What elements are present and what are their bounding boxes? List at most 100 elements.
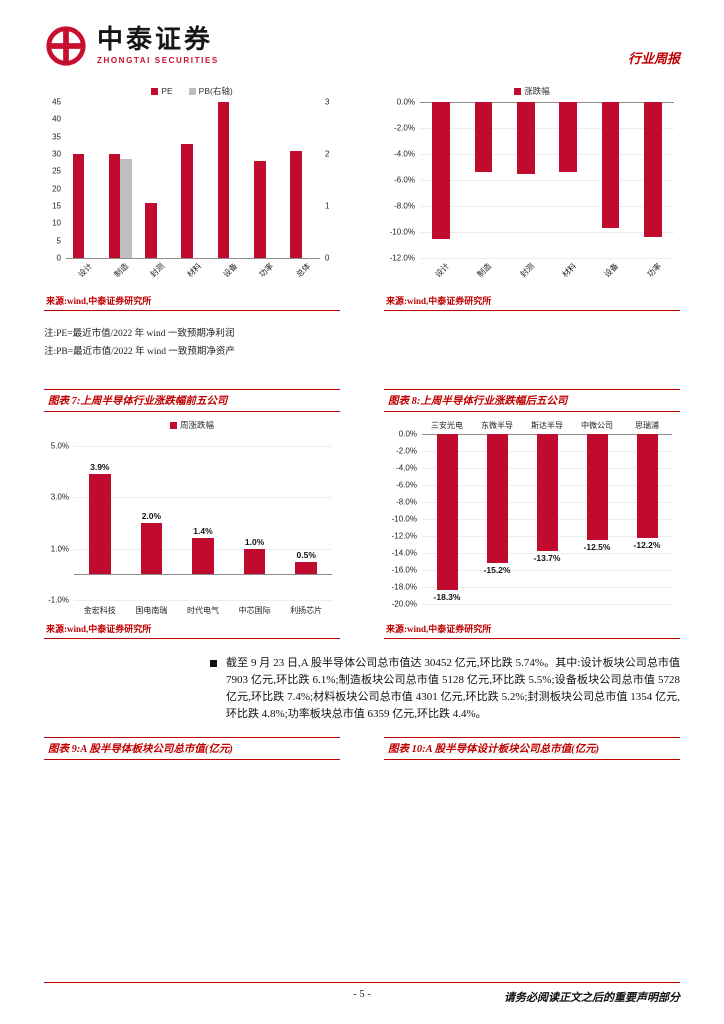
source-note: 来源:wind,中泰证券研究所 (384, 290, 680, 311)
bar (253, 160, 266, 258)
bar (643, 102, 662, 238)
axis-tick-label: -12.0% (389, 253, 415, 263)
category-label: 中芯国际 (238, 606, 271, 616)
axis-tick-label: 10 (52, 218, 61, 228)
gridline (420, 154, 674, 155)
summary-paragraph: 截至 9 月 23 日,A 股半导体公司总市值达 30452 亿元,环比跌 5.… (226, 657, 680, 721)
bar (192, 538, 214, 575)
zhongtai-logo-icon (44, 24, 88, 68)
sector-change-bar-chart: 0.0% -2.0% -4.0% -6.0% -8.0% -10.0% -12.0% 设计 制造… (384, 98, 680, 288)
category-label: 时代电气 (186, 606, 219, 616)
bar (601, 102, 620, 229)
summary-block: 截至 9 月 23 日,A 股半导体公司总市值达 30452 亿元,环比跌 5.… (210, 655, 680, 723)
axis-tick-label: -6.0% (394, 175, 415, 185)
gridline (74, 446, 332, 448)
figure-9-title: 图表 9:A 股半导体板块公司总市值(亿元) (44, 737, 340, 761)
source-note: 来源:wind,中泰证券研究所 (44, 290, 340, 311)
axis-tick-label: 45 (52, 97, 61, 107)
value-label: 2.0% (141, 511, 162, 522)
brand-text: 中泰证券 ZHONGTAI SECURITIES (97, 27, 219, 65)
gridline (422, 570, 672, 572)
figure-8: 图表 8:上周半导体行业涨跌幅后五公司 0.0% -2.0% -4.0% -6.0% -… (384, 389, 680, 640)
pe-pb-bar-chart: 45 40 35 30 25 20 15 10 5 0 3 2 1 0 设计 制造 封测 材料 设备 功率 总体 (44, 98, 340, 288)
plot-area: 45 40 35 30 25 20 15 10 5 0 3 2 1 0 设计 制造 封测 材料 设备 功率 总体 (52, 98, 329, 280)
gridline (422, 604, 672, 606)
source-note: 来源:wind,中泰证券研究所 (44, 618, 340, 640)
bar (486, 434, 508, 564)
figure-7-title: 图表 7:上周半导体行业涨跌幅前五公司 (44, 389, 340, 413)
category-label: 金宏科技 (83, 606, 116, 616)
bar (217, 102, 230, 258)
bar (559, 102, 578, 173)
figure-7: 图表 7:上周半导体行业涨跌幅前五公司 周涨跌幅 5.0% 3.0% 1.0% -1.… (44, 389, 340, 640)
legend-label-change: 涨跌幅 (524, 86, 550, 96)
page-content: 中泰证券 ZHONGTAI SECURITIES 行业周报 PE PB(右轴) (44, 24, 680, 761)
category-label: 斯达半导 (531, 421, 563, 431)
axis-tick-label: 35 (52, 132, 61, 142)
figure-headers-row: 图表 9:A 股半导体板块公司总市值(亿元) 图表 10:A 股半导体设计板块公… (44, 737, 680, 761)
plot-area: 0.0% -2.0% -4.0% -6.0% -8.0% -10.0% -12.0% -14.… (392, 421, 672, 609)
axis-tick-label: -16.0% (391, 565, 417, 575)
legend-label-weekly-change: 周涨跌幅 (179, 420, 214, 431)
axis-tick-label: 0.0% (396, 97, 415, 107)
axis-tick-label: 30 (52, 149, 61, 159)
bar (108, 154, 121, 258)
axis-tick-label: -8.0% (396, 497, 417, 507)
legend-swatch-change-icon (514, 87, 522, 95)
source-note: 来源:wind,中泰证券研究所 (384, 618, 680, 640)
note-pb: 注:PB=最近市值/2022 年 wind 一致预期净资产 (44, 347, 235, 358)
charts-row-1: PE PB(右轴) 45 40 35 30 25 20 15 10 5 0 3 2 1 0 设计 制造 封测 材料… (44, 84, 680, 361)
axis-tick-label: 20 (52, 184, 61, 194)
axis-tick-label: 0.0% (398, 429, 417, 439)
axis-tick-label: 3.0% (50, 492, 69, 502)
axis-tick-label: -20.0% (391, 599, 417, 609)
category-label: 三安光电 (431, 421, 463, 431)
axis-tick-label: 5 (56, 236, 61, 246)
axis-tick-label: 0 (56, 253, 61, 263)
gridline (420, 232, 674, 233)
gridline (422, 553, 672, 555)
axis-tick-label: 5.0% (50, 441, 69, 451)
gridline (74, 600, 332, 602)
axis-tick-label: -2.0% (394, 123, 415, 133)
gridline (420, 180, 674, 181)
x-axis-line (66, 258, 320, 259)
axis-tick-label: -10.0% (391, 514, 417, 524)
axis-tick-label: 3 (325, 97, 330, 107)
note-pe: 注:PE=最近市值/2022 年 wind 一致预期净利润 (44, 329, 235, 339)
sector-change-legend: 涨跌幅 (384, 84, 680, 98)
axis-tick-label: 0 (325, 253, 330, 263)
bar (145, 202, 157, 258)
bar (290, 150, 302, 258)
category-label: 制造 (112, 261, 131, 280)
value-label: 1.0% (244, 536, 265, 547)
category-label: 设备 (221, 261, 240, 280)
category-label: 利扬芯片 (290, 606, 323, 616)
axis-tick-label: -2.0% (396, 446, 417, 456)
charts-row-2: 图表 7:上周半导体行业涨跌幅前五公司 周涨跌幅 5.0% 3.0% 1.0% -1.… (44, 389, 680, 640)
gridline (74, 497, 332, 499)
category-label: 东微半导 (481, 421, 513, 431)
page-footer: - 5 - 请务必阅读正文之后的重要声明部分 (44, 982, 680, 1008)
axis-tick-label: -14.0% (391, 548, 417, 558)
legend-swatch-pb-icon (188, 87, 196, 95)
axis-tick-label: 1.0% (50, 544, 69, 554)
plot-area: 0.0% -2.0% -4.0% -6.0% -8.0% -10.0% -12.0% 设计 制造… (390, 98, 674, 279)
value-label: 1.4% (193, 526, 213, 537)
category-label: 功率 (257, 261, 276, 280)
axis-tick-label: 1 (325, 201, 330, 211)
legend-label-pe: PE (161, 86, 173, 96)
value-label: -12.5% (583, 542, 611, 553)
plot-area: 5.0% 3.0% 1.0% -1.0% 金宏科技 3.9% 国电南瑞 2.0% 时代电气 1.4… (48, 442, 332, 615)
legend-item-change: 涨跌幅 (514, 85, 550, 97)
x-axis-line (420, 102, 674, 103)
bar (295, 561, 318, 575)
axis-tick-label: -12.0% (391, 531, 417, 541)
bar (536, 434, 558, 551)
value-label: -12.2% (633, 539, 661, 550)
legend-item-weekly-change: 周涨跌幅 (169, 419, 214, 431)
axis-tick-label: -4.0% (394, 149, 415, 159)
gridline (422, 587, 672, 589)
axis-tick-label: -1.0% (48, 595, 69, 605)
